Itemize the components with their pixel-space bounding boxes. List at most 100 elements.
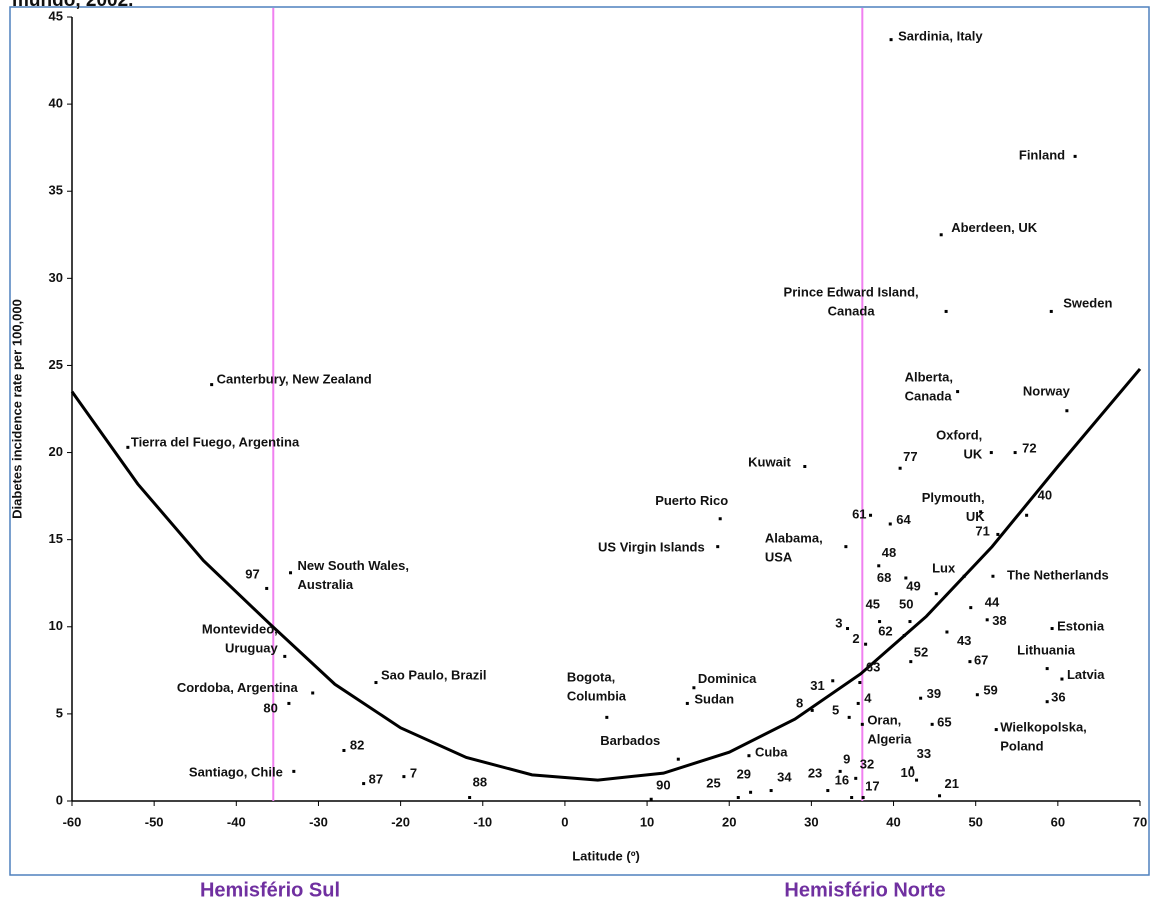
data-point — [904, 576, 908, 580]
y-tick-label: 15 — [49, 531, 63, 546]
point-label: Canterbury, New Zealand — [217, 372, 372, 387]
y-tick-label: 25 — [49, 357, 63, 372]
x-tick-label: -10 — [473, 814, 492, 829]
point-label-line: 33 — [917, 746, 931, 761]
data-point — [649, 797, 653, 801]
point-label-line: 3 — [835, 616, 842, 631]
point-label: 29 — [737, 767, 751, 782]
data-point — [969, 606, 973, 610]
point-label-line: Bogota, — [567, 670, 615, 685]
point-label-line: 16 — [835, 773, 849, 788]
data-point — [985, 618, 989, 622]
point-label: 23 — [808, 766, 822, 781]
point-label: 68 — [877, 570, 891, 585]
data-point — [939, 233, 943, 237]
data-point — [864, 642, 868, 646]
point-label: Barbados — [600, 734, 660, 749]
point-label-line: 17 — [865, 779, 879, 794]
point-label-line: Canada — [905, 389, 953, 404]
point-label: 67 — [974, 653, 988, 668]
data-point — [888, 522, 892, 526]
point-label: Dominica — [698, 671, 757, 686]
data-point — [956, 390, 960, 394]
data-point — [889, 38, 893, 42]
point-label: 25 — [706, 776, 720, 791]
data-point — [289, 571, 293, 575]
data-point — [844, 545, 848, 549]
data-point — [847, 715, 851, 719]
point-label: 33 — [917, 746, 931, 761]
point-label: Oxford, UK — [936, 428, 983, 462]
chart-title: mundo, 2002. — [12, 0, 133, 11]
point-label: 45 — [866, 597, 880, 612]
data-point — [989, 451, 993, 455]
y-tick-label: 5 — [56, 705, 63, 720]
data-point — [311, 691, 315, 695]
point-label: Prince Edward Island, Canada — [784, 285, 919, 319]
point-label: 36 — [1051, 690, 1065, 705]
data-point — [342, 748, 346, 752]
point-label: 17 — [865, 779, 879, 794]
point-label-line: Prince Edward Island, — [784, 285, 919, 300]
data-point — [910, 766, 914, 770]
point-label-line: US Virgin Islands — [598, 540, 705, 555]
point-label-line: Puerto Rico — [655, 493, 728, 508]
point-label-line: USA — [765, 550, 793, 565]
point-label: US Virgin Islands — [598, 540, 705, 555]
point-label: 97 — [245, 567, 259, 582]
point-label-line: Cuba — [755, 745, 788, 760]
data-point — [856, 701, 860, 705]
point-label-line: 82 — [350, 738, 364, 753]
data-point — [126, 445, 130, 449]
point-label-line: 10 — [901, 766, 915, 781]
point-label: Kuwait — [748, 455, 791, 470]
data-point — [831, 679, 835, 683]
point-label-line: 63 — [866, 660, 880, 675]
point-label: Sardinia, Italy — [898, 29, 983, 44]
data-point — [803, 464, 807, 468]
x-tick-label: -50 — [145, 814, 164, 829]
point-label: Aberdeen, UK — [951, 220, 1038, 235]
data-point — [292, 769, 296, 773]
point-label: 71 — [975, 524, 989, 539]
data-point — [869, 513, 873, 517]
point-label: 21 — [945, 776, 959, 791]
point-label-line: Latvia — [1067, 667, 1105, 682]
point-label-line: 97 — [245, 567, 259, 582]
point-label: 10 — [901, 766, 915, 781]
x-tick-label: -20 — [391, 814, 410, 829]
point-label: 39 — [927, 687, 941, 702]
point-label-line: Sao Paulo, Brazil — [381, 668, 486, 683]
y-tick-label: 0 — [56, 792, 63, 807]
point-label: Wielkopolska, Poland — [1000, 720, 1087, 754]
point-label-line: 43 — [957, 633, 971, 648]
point-label: Bogota, Columbia — [567, 670, 627, 704]
data-point — [846, 627, 850, 631]
data-point — [1073, 154, 1077, 158]
data-point — [919, 696, 923, 700]
point-label-line: Oran, — [867, 713, 901, 728]
data-point — [468, 796, 472, 800]
data-point — [902, 633, 906, 637]
data-point — [1045, 667, 1049, 671]
data-point — [908, 620, 912, 624]
data-point — [975, 693, 979, 697]
point-label: 52 — [914, 645, 928, 660]
point-label-line: 44 — [985, 595, 1000, 610]
point-label-line: Alberta, — [905, 370, 953, 385]
data-point — [716, 545, 720, 549]
point-label: 87 — [369, 772, 383, 787]
point-label: 5 — [832, 703, 839, 718]
point-label: 31 — [810, 678, 824, 693]
y-axis-label: Diabetes incidence rate per 100,000 — [9, 299, 24, 519]
point-label-line: New South Wales, — [298, 558, 409, 573]
point-label-line: 72 — [1022, 441, 1036, 456]
point-label-line: 9 — [843, 752, 850, 767]
point-label: 50 — [899, 597, 913, 612]
point-label-line: Uruguay — [225, 641, 279, 656]
data-point — [838, 769, 842, 773]
data-point — [605, 715, 609, 719]
point-label: 80 — [263, 701, 277, 716]
point-label: 72 — [1022, 441, 1036, 456]
point-label-line: 7 — [410, 766, 417, 781]
